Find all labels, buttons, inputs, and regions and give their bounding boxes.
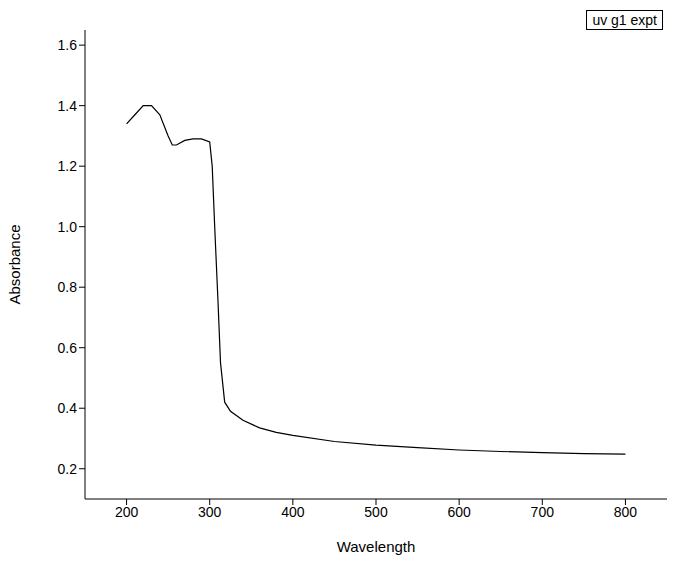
svg-text:0.6: 0.6 [58,340,78,356]
svg-text:700: 700 [531,504,555,520]
svg-text:Wavelength: Wavelength [337,538,416,555]
svg-text:1.6: 1.6 [58,37,78,53]
svg-text:Absorbance: Absorbance [6,224,23,304]
svg-text:1.0: 1.0 [58,219,78,235]
svg-text:600: 600 [447,504,471,520]
svg-text:200: 200 [115,504,139,520]
svg-text:0.2: 0.2 [58,461,78,477]
svg-text:1.4: 1.4 [58,98,78,114]
html-text:uv g1 expt: uv g1 expt [592,12,657,28]
svg-text:500: 500 [364,504,388,520]
svg-text:800: 800 [614,504,638,520]
svg-text:400: 400 [281,504,305,520]
svg-text:0.8: 0.8 [58,279,78,295]
svg-text:0.4: 0.4 [58,400,78,416]
svg-text:300: 300 [198,504,222,520]
svg-text:1.2: 1.2 [58,158,78,174]
